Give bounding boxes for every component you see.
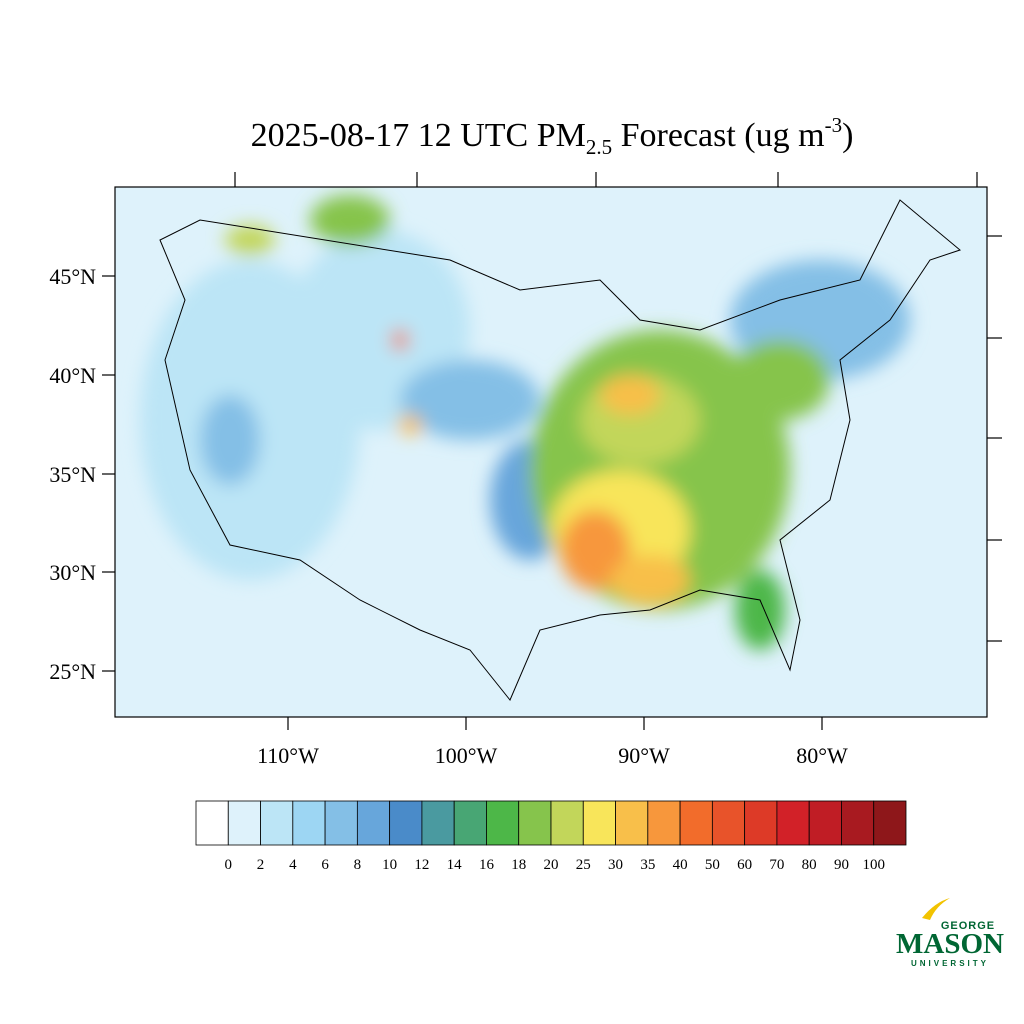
colorbar-label: 2	[257, 857, 265, 873]
colorbar-box	[260, 800, 294, 846]
colorbar-label: 10	[382, 857, 397, 873]
colorbar-label: 50	[705, 857, 720, 873]
colorbar-label: 100	[862, 857, 885, 873]
colorbar-box	[356, 800, 391, 846]
lat-label: 30°N	[49, 560, 96, 585]
colorbar-box	[195, 800, 229, 846]
colorbar-box	[389, 800, 423, 846]
colorbar-box	[744, 800, 778, 846]
colorbar-box	[647, 800, 681, 846]
colorbar-box	[518, 800, 552, 846]
lon-labels: 110°W 100°W 90°W 80°W	[257, 743, 848, 768]
colorbar-box	[292, 800, 326, 846]
colorbar-box	[453, 800, 487, 846]
colorbar-label: 18	[511, 857, 526, 873]
colorbar-label: 70	[769, 857, 784, 873]
title: 2025-08-17 12 UTC PM2.5 Forecast (ug m-3…	[251, 113, 854, 159]
colorbar-box	[615, 800, 649, 846]
colorbar-label: 40	[673, 857, 688, 873]
colorbar-box	[550, 800, 584, 846]
colorbar-box	[324, 800, 358, 846]
map-field	[115, 187, 987, 717]
colorbar-box	[841, 800, 875, 846]
lon-label: 80°W	[796, 743, 848, 768]
logo: GEORGE MASON UNIVERSITY	[896, 898, 1004, 968]
colorbar-box	[421, 800, 455, 846]
colorbar-box	[679, 800, 713, 846]
colorbar-box	[711, 800, 746, 846]
colorbar-label: 80	[802, 857, 817, 873]
colorbar-label: 4	[289, 857, 297, 873]
colorbar-label: 20	[544, 857, 559, 873]
colorbar-label: 16	[479, 857, 495, 873]
map-frame	[114, 186, 988, 718]
lat-label: 45°N	[49, 264, 96, 289]
lat-labels: 45°N 40°N 35°N 30°N 25°N	[49, 264, 96, 684]
logo-main: MASON	[896, 928, 1004, 960]
colorbar-label: 30	[608, 857, 623, 873]
colorbar-box	[227, 800, 261, 846]
colorbar-label: 35	[640, 857, 655, 873]
colorbar-label: 90	[834, 857, 849, 873]
colorbar-box	[776, 800, 810, 846]
logo-top: GEORGE	[941, 920, 995, 932]
colorbar-box	[873, 800, 907, 846]
lat-label: 25°N	[49, 659, 96, 684]
lat-label: 40°N	[49, 363, 96, 388]
frame-ticks	[102, 172, 1002, 730]
lon-label: 110°W	[257, 743, 319, 768]
lat-label: 35°N	[49, 462, 96, 487]
colorbar-label: 14	[447, 857, 463, 873]
colorbar-label: 12	[414, 857, 429, 873]
logo-bottom: UNIVERSITY	[911, 959, 989, 968]
colorbar-box	[486, 800, 520, 846]
colorbar-label: 60	[737, 857, 752, 873]
lon-label: 90°W	[618, 743, 670, 768]
colorbar-box	[808, 800, 842, 846]
colorbar-box	[582, 800, 616, 846]
colorbar: 0 2 4 6 8 10 12 14 16 18 20 25 30 35 40 50 60 70 80 90 100	[195, 800, 907, 873]
colorbar-label: 6	[321, 857, 329, 873]
colorbar-label: 0	[225, 857, 233, 873]
colorbar-label: 25	[576, 857, 591, 873]
colorbar-label: 8	[354, 857, 362, 873]
lon-label: 100°W	[435, 743, 498, 768]
